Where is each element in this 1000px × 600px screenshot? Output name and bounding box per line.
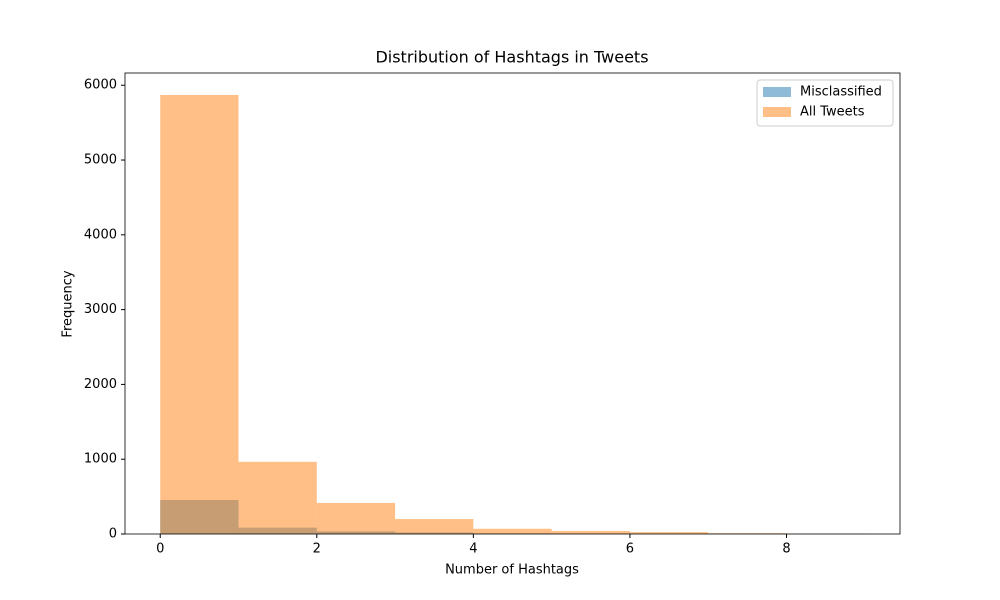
bar [473,528,552,534]
legend-label: Misclassified [800,85,882,100]
y-tick-label: 3000 [84,302,117,317]
x-tick-label: 2 [313,542,321,557]
y-tick-label: 0 [109,527,117,542]
x-tick-label: 0 [156,542,164,557]
bar [160,94,239,534]
y-tick-label: 6000 [84,78,117,93]
bar [629,532,709,534]
x-tick-label: 6 [626,542,634,557]
y-axis-label: Frequency [61,270,76,337]
y-tick-label: 1000 [84,452,117,467]
plot-frame [124,72,901,535]
y-tick-label: 4000 [84,227,117,242]
chart-title: Distribution of Hashtags in Tweets [375,48,648,67]
legend-swatch [763,107,791,117]
x-tick-label: 4 [469,542,477,557]
y-tick-label: 5000 [84,153,117,168]
legend-swatch [763,87,791,97]
bar [238,461,317,534]
y-tick-label: 2000 [84,377,117,392]
bar [395,519,474,534]
x-tick-label: 8 [782,542,790,557]
legend-label: All Tweets [800,105,865,120]
x-axis-label: Number of Hashtags [445,563,579,578]
bar [551,531,630,534]
bar [316,502,396,534]
